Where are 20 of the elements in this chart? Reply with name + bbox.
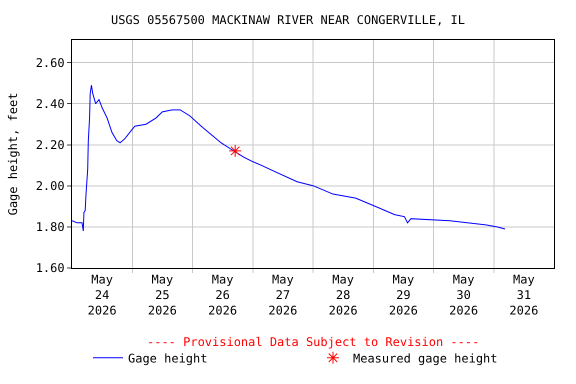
y-tick-label: 1.60 bbox=[36, 261, 65, 276]
legend-label: Measured gage height bbox=[353, 351, 498, 366]
chart-title: USGS 05567500 MACKINAW RIVER NEAR CONGERVILLE, IL bbox=[110, 12, 466, 27]
x-tick-label: May 29 2026 bbox=[388, 272, 418, 318]
y-tick-label: 2.40 bbox=[36, 96, 65, 111]
legend-label: Gage height bbox=[128, 351, 208, 366]
x-tick-label: May 31 2026 bbox=[509, 272, 538, 318]
x-tick-label: May 25 2026 bbox=[148, 272, 177, 318]
text: ---- Provisional Data Subject to Revision ---- bbox=[147, 335, 480, 349]
x-tick-label: May 30 2026 bbox=[449, 272, 478, 318]
y-tick-label: 2.60 bbox=[36, 56, 65, 70]
y-tick-label: 2.00 bbox=[36, 179, 65, 194]
x-tick-label: May 28 2026 bbox=[328, 272, 358, 318]
x-tick-label: May 24 2026 bbox=[88, 272, 117, 318]
y-tick-label: 1.80 bbox=[36, 220, 65, 234]
x-tick-label: May 27 2026 bbox=[268, 272, 298, 318]
line-series bbox=[72, 84, 506, 232]
y-tick-label: 2.20 bbox=[36, 138, 65, 152]
x-tick-label: May 26 2026 bbox=[208, 272, 238, 318]
y-axis-title: Gage height, feet bbox=[6, 92, 20, 216]
